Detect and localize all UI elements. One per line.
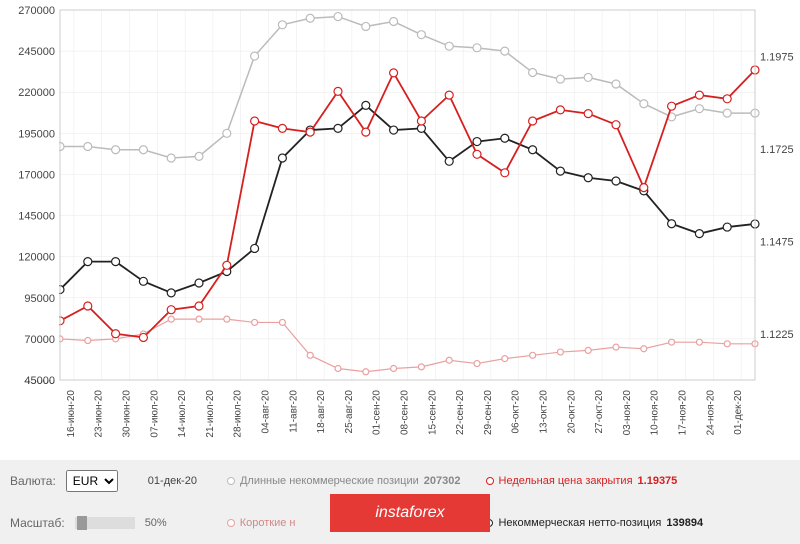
scale-slider[interactable] [75,517,135,529]
legend-marker-weekly [486,477,494,485]
instaforex-badge: instaforex [330,494,490,532]
svg-text:1.1225: 1.1225 [760,329,794,341]
svg-text:70000: 70000 [24,334,55,346]
svg-text:170000: 170000 [18,169,55,181]
svg-text:220000: 220000 [18,87,55,99]
svg-text:13-окт-20: 13-окт-20 [539,390,550,434]
svg-text:29-сен-20: 29-сен-20 [483,390,494,435]
legend-short: Короткие н [227,517,296,529]
svg-text:24-ноя-20: 24-ноя-20 [705,390,716,436]
svg-text:1.1975: 1.1975 [760,51,794,63]
currency-label: Валюта: [10,474,56,488]
svg-text:1.1475: 1.1475 [760,236,794,248]
svg-text:15-сен-20: 15-сен-20 [427,390,438,435]
svg-text:18-авг-20: 18-авг-20 [316,390,327,434]
legend-long: Длинные некоммерческие позиции 207302 [227,475,461,487]
svg-text:23-июн-20: 23-июн-20 [94,390,105,438]
legend-marker-long [227,477,235,485]
legend-marker-short [227,519,235,527]
svg-text:245000: 245000 [18,46,55,58]
svg-text:25-авг-20: 25-авг-20 [344,390,355,434]
legend-weekly: Недельная цена закрытия 1.19375 [486,475,678,487]
svg-text:08-сен-20: 08-сен-20 [400,390,411,435]
svg-text:11-авг-20: 11-авг-20 [288,390,299,433]
svg-text:16-июн-20: 16-июн-20 [66,390,77,438]
chart-svg: 45000 70000 95000 120000 145000 170000 195000 2… [0,0,800,460]
legend-long-value: 207302 [424,475,461,487]
svg-text:21-июл-20: 21-июл-20 [205,390,216,438]
svg-text:04-авг-20: 04-авг-20 [261,390,272,434]
chart-container: 45000 70000 95000 120000 145000 170000 195000 2… [0,0,800,460]
svg-text:10-ноя-20: 10-ноя-20 [650,390,661,436]
svg-text:95000: 95000 [24,293,55,305]
date-display: 01-дек-20 [148,475,197,487]
currency-select[interactable]: EUR [66,470,118,492]
svg-text:17-ноя-20: 17-ноя-20 [678,390,689,436]
svg-text:270000: 270000 [18,5,55,17]
legend-long-label: Длинные некоммерческие позиции [240,475,419,487]
scale-thumb [77,516,87,530]
svg-text:20-окт-20: 20-окт-20 [566,390,577,434]
scale-value: 50% [145,517,167,529]
svg-text:03-ноя-20: 03-ноя-20 [622,390,633,436]
svg-text:120000: 120000 [18,252,55,264]
legend-weekly-value: 1.19375 [638,475,678,487]
svg-text:28-июл-20: 28-июл-20 [233,390,244,438]
legend-net: Некоммерческая нетто-позиция 139894 [485,517,703,529]
svg-text:195000: 195000 [18,128,55,140]
svg-text:06-окт-20: 06-окт-20 [511,390,522,434]
badge-text: instaforex [375,504,444,522]
svg-text:01-сен-20: 01-сен-20 [372,390,383,435]
svg-text:30-июн-20: 30-июн-20 [122,390,133,438]
scale-label: Масштаб: [10,516,65,530]
svg-text:01-дек-20: 01-дек-20 [733,390,744,435]
svg-text:14-июл-20: 14-июл-20 [177,390,188,438]
svg-text:27-окт-20: 27-окт-20 [594,390,605,434]
svg-text:07-июл-20: 07-июл-20 [149,390,160,438]
svg-text:45000: 45000 [24,375,55,387]
legend-net-label: Некоммерческая нетто-позиция [498,517,661,529]
legend-weekly-label: Недельная цена закрытия [499,475,633,487]
legend-net-value: 139894 [666,517,703,529]
svg-text:145000: 145000 [18,211,55,223]
svg-text:1.1725: 1.1725 [760,144,794,156]
svg-text:22-сен-20: 22-сен-20 [455,390,466,435]
legend-short-label: Короткие н [240,517,296,529]
